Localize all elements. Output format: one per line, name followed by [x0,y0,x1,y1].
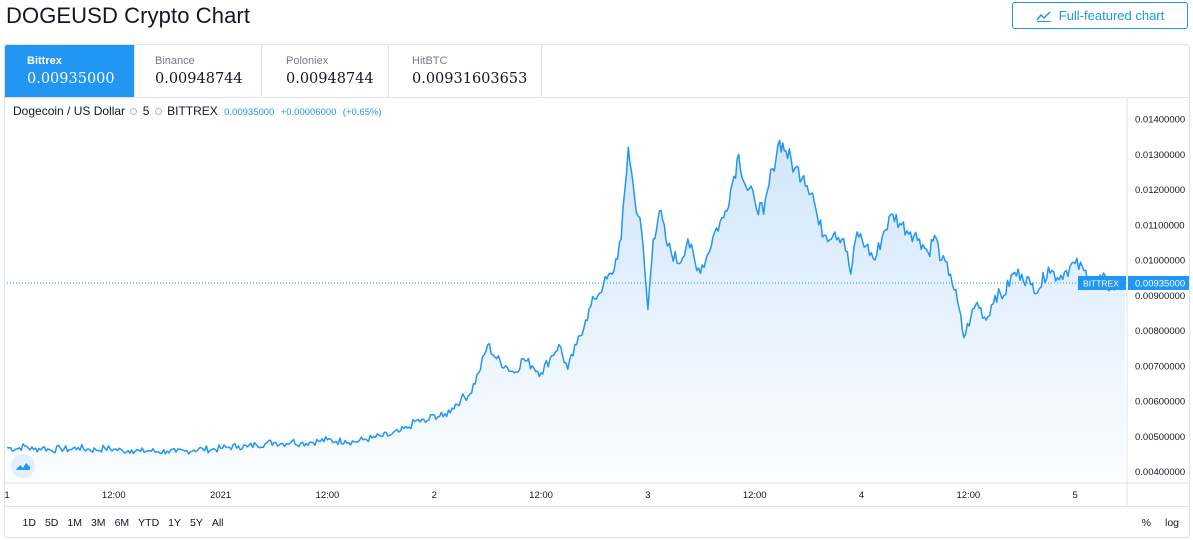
range-6m[interactable]: 6M [114,517,130,529]
x-tick-label: 1 [5,490,10,501]
legend-separator-dot [130,108,138,116]
legend-separator-dot [154,108,162,116]
x-tick-label: 12:00 [529,490,553,501]
tabs-divider [5,97,1189,98]
y-tick-label: 0.00400000 [1135,467,1185,478]
y-tick-label: 0.00600000 [1135,397,1185,408]
legend-last: 0.00935000 [224,107,275,118]
chart-legend: Dogecoin / US Dollar 5 BITTREX 0.0093500… [13,104,382,118]
legend-change: +0.00006000 [280,107,337,118]
y-tick-label: 0.01300000 [1135,150,1185,161]
exchange-price: 0.00948744 [155,71,243,87]
range-1d[interactable]: 1D [22,517,36,529]
range-all[interactable]: All [211,517,224,529]
chart-widget: Bittrex 0.00935000 Binance 0.00948744 Po… [4,44,1190,538]
exchange-name: Binance [155,55,195,67]
exchange-name: HitBTC [412,55,448,67]
x-tick-label: 4 [859,490,864,501]
legend-interval: 5 [142,104,150,118]
exchange-tabs: Bittrex 0.00935000 Binance 0.00948744 Po… [5,45,542,97]
price-area-fill [7,140,1125,482]
y-tick-label: 0.00500000 [1135,432,1185,443]
legend-exchange: BITTREX [167,104,218,118]
bottom-toolbar: 1D 5D 1M 3M 6M YTD 1Y 5Y All % log [5,506,1189,537]
range-1m[interactable]: 1M [67,517,82,529]
x-tick-label: 3 [645,490,650,501]
price-chart[interactable]: 0.00400000 0.00500000 0.00600000 0.00700000… [5,98,1189,506]
y-tick-label: 0.00900000 [1135,291,1185,302]
last-price-value-label: 0.00935000 [1135,278,1185,289]
x-tick-label: 2021 [210,490,231,501]
chart-line-icon [1036,10,1051,22]
last-price-exchange-label: BITTREX [1083,278,1119,288]
exchange-price: 0.00931603653 [412,71,528,87]
x-tick-label: 5 [1073,490,1078,501]
range-3m[interactable]: 3M [90,517,106,529]
y-tick-label: 0.01000000 [1135,256,1185,267]
y-tick-label: 0.01100000 [1135,220,1185,231]
last-price-value-tag [1128,275,1189,290]
page-title: DOGEUSD Crypto Chart [6,3,251,28]
x-tick-label: 12:00 [743,490,767,501]
y-tick-label: 0.01400000 [1135,115,1185,126]
tradingview-logo-icon[interactable] [11,454,35,478]
x-tick-label: 12:00 [316,490,340,501]
exchange-name: Poloniex [286,55,329,67]
range-ytd[interactable]: YTD [138,517,160,529]
full-featured-chart-label: Full-featured chart [1058,8,1165,23]
x-tick-label: 12:00 [102,490,126,501]
exchange-price: 0.00948744 [286,71,374,87]
percent-scale-toggle[interactable]: % [1141,517,1151,529]
price-line [6,139,1126,455]
legend-symbol: Dogecoin / US Dollar [13,104,126,118]
range-5d[interactable]: 5D [44,517,59,529]
range-5y[interactable]: 5Y [190,517,203,529]
exchange-name: Bittrex [27,55,62,67]
y-tick-label: 0.00800000 [1135,326,1185,337]
scale-options: % log [1142,517,1179,529]
range-1y[interactable]: 1Y [168,517,181,529]
tab-hitbtc[interactable]: HitBTC 0.00931603653 [389,45,542,97]
range-selector: 1D 5D 1M 3M 6M YTD 1Y 5Y All [18,517,228,529]
tab-binance[interactable]: Binance 0.00948744 [135,45,262,97]
tab-bittrex[interactable]: Bittrex 0.00935000 [5,45,135,97]
x-tick-label: 2 [432,490,437,501]
y-tick-label: 0.00700000 [1135,361,1185,372]
y-tick-label: 0.01200000 [1135,185,1185,196]
full-featured-chart-button[interactable]: Full-featured chart [1012,2,1188,29]
exchange-price: 0.00935000 [27,71,115,87]
legend-change-pct: (+0.65%) [342,107,382,118]
log-scale-toggle[interactable]: log [1164,517,1179,529]
tab-poloniex[interactable]: Poloniex 0.00948744 [262,45,389,97]
x-tick-label: 12:00 [956,490,980,501]
last-price-exchange-tag [1078,275,1126,290]
